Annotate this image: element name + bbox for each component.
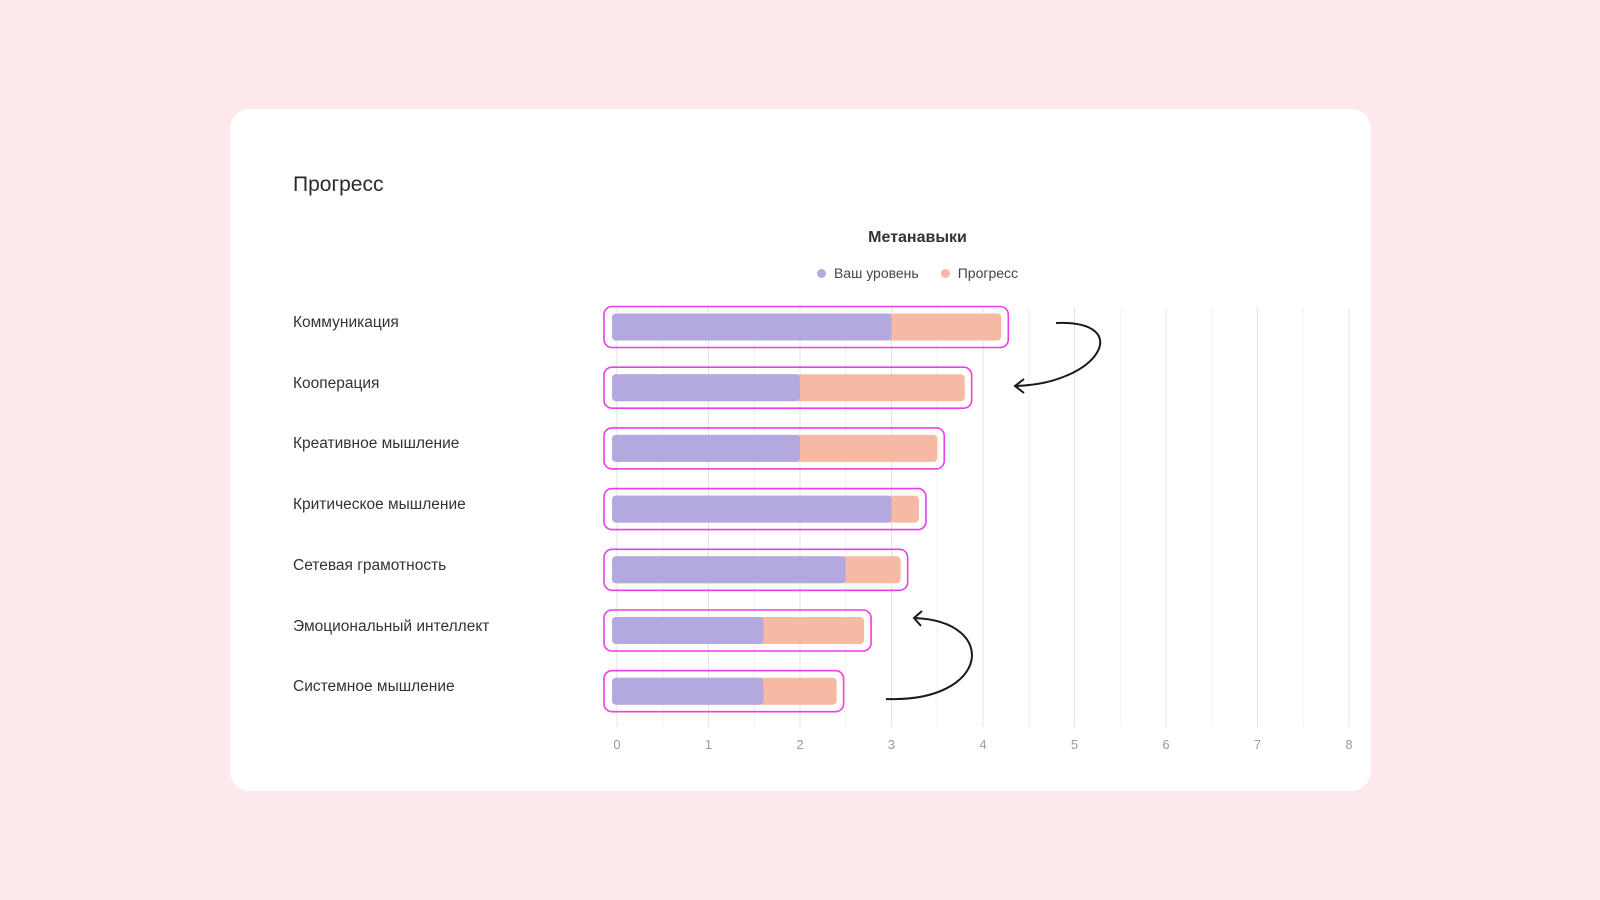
highlight-frame (603, 366, 973, 410)
bar-level (612, 617, 764, 644)
chart-title: Метанавыки (868, 229, 967, 246)
bar-level (612, 495, 892, 523)
bar-level (612, 374, 800, 402)
legend-item-level[interactable]: Ваш уровень (816, 265, 919, 281)
category-label: Креативное мышление (293, 435, 460, 453)
annotation-arrows (885, 321, 1102, 701)
category-label: Эмоциональный интеллект (293, 617, 490, 635)
x-tick-label: 5 (1071, 737, 1078, 752)
page-title: Прогресс (293, 173, 384, 196)
category-label: Кооперация (293, 374, 380, 392)
bar-level (612, 677, 764, 705)
legend-dot-progress-icon (940, 268, 950, 278)
highlight-frame (603, 305, 1010, 349)
highlight-frame (603, 669, 845, 713)
arrow-curve-bottom (885, 617, 973, 701)
x-tick-label: 4 (979, 737, 986, 752)
category-label: Коммуникация (293, 314, 399, 331)
category-label: Системное мышление (293, 678, 455, 696)
legend-label-progress: Прогресс (957, 265, 1019, 281)
chart-legend: Ваш уровень Прогресс (230, 265, 1600, 281)
bar-level (612, 313, 892, 341)
category-label: Сетевая грамотность (293, 556, 447, 574)
highlight-frame (603, 548, 909, 592)
arrow-head-top (1013, 378, 1025, 394)
legend-dot-level-icon (816, 268, 826, 278)
highlight-frame (603, 487, 927, 531)
legend-item-progress[interactable]: Прогресс (940, 265, 1019, 281)
x-tick-label: 1 (705, 737, 712, 752)
chart-plot-area: 0 1 2 3 4 5 6 7 8 (603, 305, 1353, 752)
category-label: Критическое мышление (293, 496, 466, 514)
bar-level (612, 556, 846, 584)
x-tick-label: 8 (1345, 737, 1352, 752)
highlight-frame (603, 427, 946, 470)
bar-level (612, 434, 800, 462)
arrow-head-bottom (912, 610, 923, 627)
x-tick-label: 3 (888, 737, 895, 752)
x-tick-label: 2 (796, 737, 803, 752)
arrow-curve-top (1014, 321, 1102, 387)
legend-label-level: Ваш уровень (833, 265, 919, 281)
chart-card: Прогресс Метанавыки Ваш уровень Прогресс… (230, 109, 1371, 791)
x-tick-label: 6 (1162, 737, 1169, 752)
highlight-frame (603, 609, 872, 652)
x-tick-label: 0 (613, 737, 620, 752)
x-tick-label: 7 (1254, 737, 1261, 752)
